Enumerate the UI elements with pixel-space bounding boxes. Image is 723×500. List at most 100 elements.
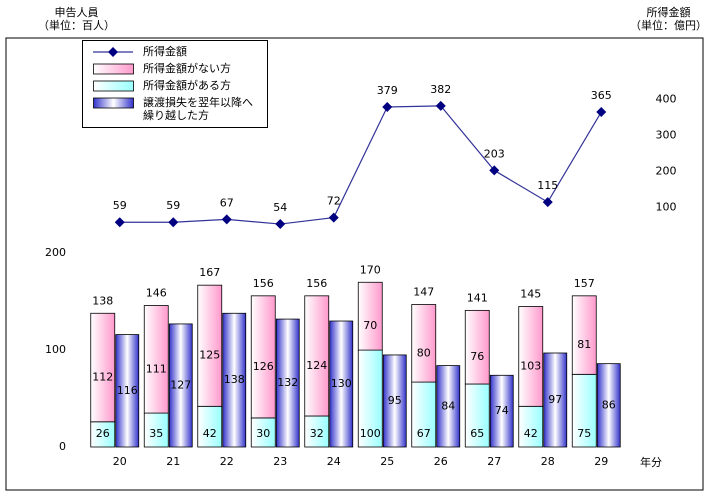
data-label: 65 [470, 427, 484, 440]
legend-marker [108, 47, 118, 57]
marker [596, 107, 607, 118]
data-label: 67 [220, 196, 234, 209]
data-label: 59 [166, 199, 180, 212]
y2-tick-label: 200 [656, 164, 677, 177]
data-label: 116 [117, 384, 138, 397]
data-label: 76 [470, 350, 484, 363]
bar-segment [143, 305, 169, 414]
data-label: 67 [417, 427, 431, 440]
bar [275, 318, 300, 448]
legend-label: 所得金額がない方 [143, 62, 231, 75]
total-label: 146 [146, 287, 167, 300]
bar-segment [304, 295, 330, 417]
legend-swatch [93, 97, 134, 109]
bar-segment [411, 304, 437, 383]
marker [275, 219, 286, 230]
x-tick-label: 24 [327, 455, 341, 468]
bar [222, 312, 247, 448]
y-tick-label: 200 [45, 246, 66, 259]
bar-segment [464, 383, 490, 448]
legend-rect [93, 63, 134, 75]
data-label: 365 [591, 89, 612, 102]
bar-segment [197, 405, 223, 448]
data-label: 126 [253, 360, 274, 373]
data-label: 32 [310, 427, 324, 440]
x-axis-label: 年分 [640, 456, 662, 469]
data-label: 84 [441, 399, 455, 412]
legend-rect [93, 97, 134, 109]
data-label: 42 [524, 427, 538, 440]
total-label: 157 [574, 277, 595, 290]
x-tick-label: 20 [113, 455, 127, 468]
bar-segment [518, 306, 544, 407]
total-label: 145 [520, 287, 541, 300]
total-label: 156 [306, 277, 327, 290]
legend-swatch [93, 63, 134, 75]
data-label: 115 [537, 179, 558, 192]
data-label: 86 [602, 398, 616, 411]
data-label: 35 [149, 427, 163, 440]
total-label: 141 [467, 291, 488, 304]
marker [114, 217, 125, 228]
data-label: 26 [96, 427, 110, 440]
total-label: 170 [360, 263, 381, 276]
data-label: 42 [203, 427, 217, 440]
x-tick-label: 21 [166, 455, 180, 468]
x-tick-label: 22 [220, 455, 234, 468]
data-label: 95 [388, 394, 402, 407]
data-label: 132 [277, 376, 298, 389]
data-label: 74 [495, 404, 509, 417]
bar [596, 363, 621, 448]
data-label: 72 [327, 195, 341, 208]
marker [328, 212, 339, 223]
data-label: 80 [417, 346, 431, 359]
x-tick-label: 28 [541, 455, 555, 468]
bar [168, 323, 193, 448]
y2-tick-label: 100 [656, 200, 677, 213]
legend-rect [93, 80, 134, 92]
bar-segment [90, 312, 116, 423]
data-label: 127 [170, 378, 191, 391]
marker [221, 214, 232, 225]
bar-segment [518, 405, 544, 448]
total-label: 147 [413, 286, 434, 299]
bar-segment [571, 295, 597, 375]
bar-segment [571, 373, 597, 448]
y-axis-label: 申告人員 （単位：百人） [38, 6, 115, 32]
data-label: 112 [92, 371, 113, 384]
x-tick-label: 27 [487, 455, 501, 468]
data-label: 100 [360, 427, 381, 440]
data-label: 75 [577, 427, 591, 440]
bar [489, 374, 514, 448]
data-label: 138 [224, 373, 245, 386]
legend-label: 所得金額 [143, 45, 187, 58]
x-tick-label: 23 [273, 455, 287, 468]
legend-swatch [93, 80, 134, 92]
x-tick-label: 25 [380, 455, 394, 468]
data-label: 97 [548, 393, 562, 406]
data-label: 124 [306, 359, 327, 372]
legend-label: 所得金額がある方 [143, 79, 231, 92]
data-label: 81 [577, 338, 591, 351]
bar-segment [250, 417, 276, 448]
bar [382, 354, 407, 448]
data-label: 379 [377, 84, 398, 97]
bar [115, 334, 140, 448]
legend-label: 譲渡損失を翌年以降へ 繰り越した方 [143, 96, 253, 122]
legend: 所得金額所得金額がない方 所得金額がある方譲渡損失を翌年以降へ 繰り越した方 [82, 40, 268, 128]
data-label: 54 [273, 201, 287, 214]
y2-tick-label: 400 [656, 92, 677, 105]
y2-axis-label: 所得金額 （単位：億円） [630, 6, 707, 32]
bar-segment [464, 309, 490, 385]
data-label: 130 [331, 377, 352, 390]
bar-segment [357, 281, 383, 351]
marker [435, 100, 446, 111]
data-label: 203 [484, 147, 505, 160]
data-label: 30 [256, 427, 270, 440]
bar-segment [90, 421, 116, 448]
line [119, 105, 602, 225]
x-tick-label: 26 [434, 455, 448, 468]
data-label: 382 [430, 83, 451, 96]
data-label: 111 [146, 362, 167, 375]
